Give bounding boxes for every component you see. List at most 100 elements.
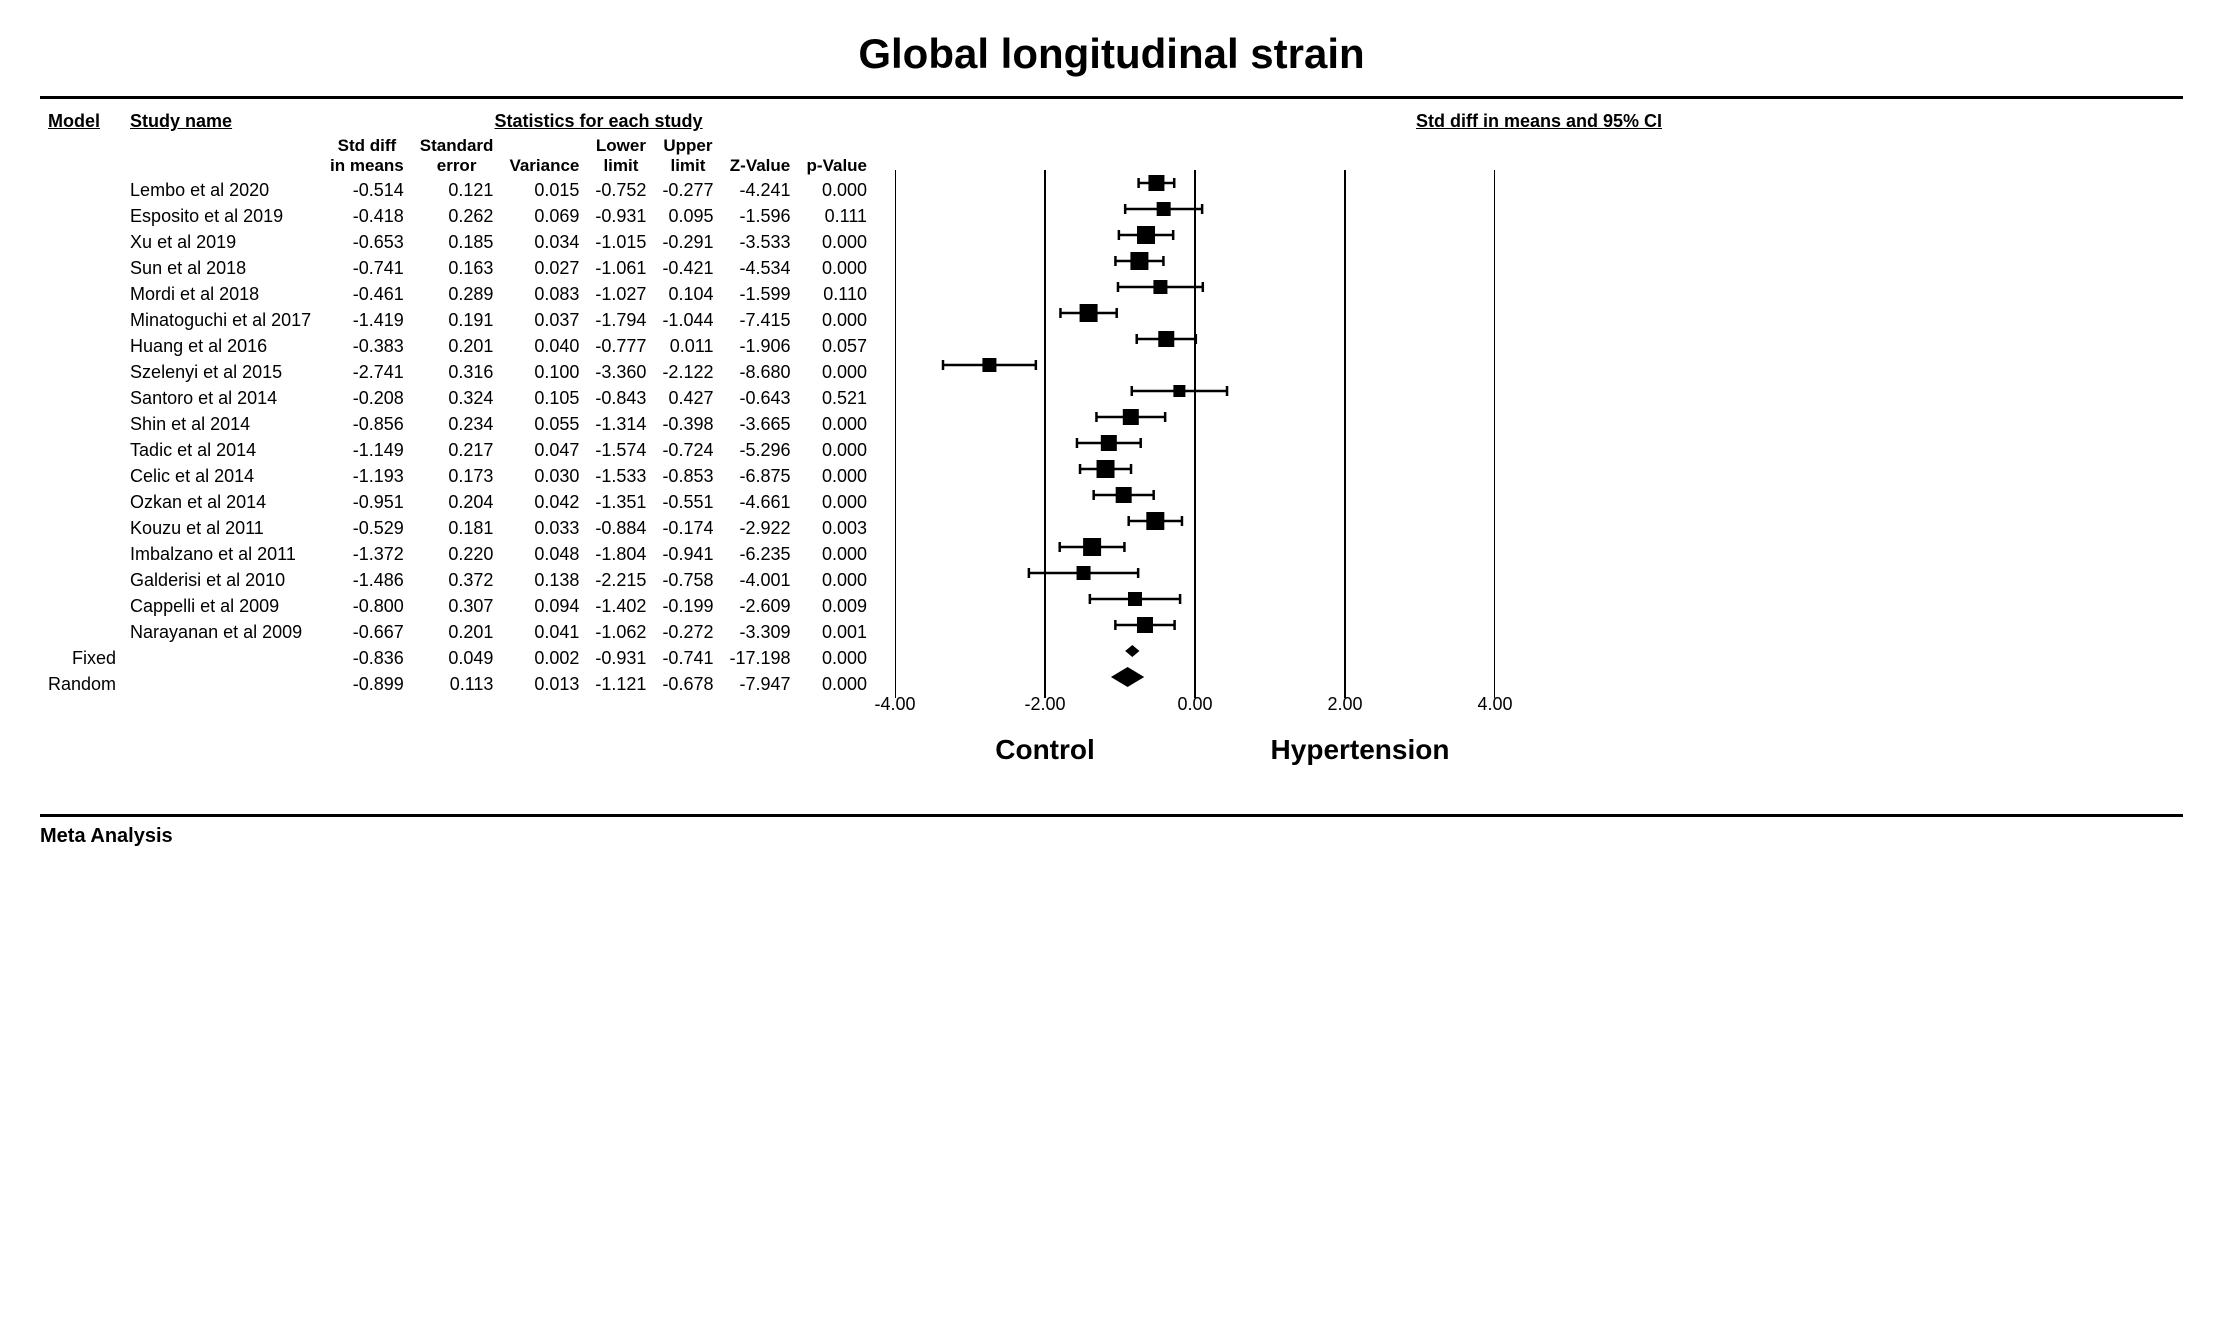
pvalue-cell: 0.009 — [799, 593, 875, 619]
model-cell — [40, 437, 122, 463]
forest-plot-section: Std diff in means and 95% CI -4.00-2.000… — [875, 109, 2183, 784]
model-cell: Fixed — [40, 645, 122, 671]
zvalue-cell: -7.415 — [721, 307, 798, 333]
std-err-cell: 0.316 — [412, 359, 502, 385]
study-cell: Huang et al 2016 — [122, 333, 322, 359]
model-cell — [40, 489, 122, 515]
study-cell: Lembo et al 2020 — [122, 177, 322, 203]
std-err-cell: 0.049 — [412, 645, 502, 671]
upper-cell: -0.277 — [654, 177, 721, 203]
pvalue-cell: 0.057 — [799, 333, 875, 359]
study-cell: Sun et al 2018 — [122, 255, 322, 281]
upper-cell: 0.095 — [654, 203, 721, 229]
lower-cell: -1.351 — [587, 489, 654, 515]
header-stats-group: Statistics for each study — [322, 109, 875, 134]
table-row: Narayanan et al 2009-0.6670.2010.041-1.0… — [40, 619, 875, 645]
variance-cell: 0.030 — [501, 463, 587, 489]
pvalue-cell: 0.000 — [799, 567, 875, 593]
zvalue-cell: -1.906 — [721, 333, 798, 359]
summary-diamond — [1111, 667, 1144, 687]
study-cell: Narayanan et al 2009 — [122, 619, 322, 645]
table-row: Kouzu et al 2011-0.5290.1810.033-0.884-0… — [40, 515, 875, 541]
model-cell — [40, 177, 122, 203]
header-lower: Lowerlimit — [587, 134, 654, 177]
study-cell: Minatoguchi et al 2017 — [122, 307, 322, 333]
std-err-cell: 0.262 — [412, 203, 502, 229]
std-err-cell: 0.372 — [412, 567, 502, 593]
std-diff-cell: -2.741 — [322, 359, 412, 385]
zvalue-cell: -2.609 — [721, 593, 798, 619]
upper-cell: -2.122 — [654, 359, 721, 385]
std-diff-cell: -0.418 — [322, 203, 412, 229]
std-diff-cell: -0.899 — [322, 671, 412, 697]
lower-cell: -0.777 — [587, 333, 654, 359]
table-row: Ozkan et al 2014-0.9510.2040.042-1.351-0… — [40, 489, 875, 515]
variance-cell: 0.138 — [501, 567, 587, 593]
std-diff-cell: -1.486 — [322, 567, 412, 593]
study-cell — [122, 671, 322, 697]
std-diff-cell: -0.741 — [322, 255, 412, 281]
header-upper: Upperlimit — [654, 134, 721, 177]
pvalue-cell: 0.001 — [799, 619, 875, 645]
std-err-cell: 0.173 — [412, 463, 502, 489]
lower-cell: -0.884 — [587, 515, 654, 541]
variance-cell: 0.015 — [501, 177, 587, 203]
header-variance: Variance — [501, 134, 587, 177]
upper-cell: -0.853 — [654, 463, 721, 489]
table-row: Tadic et al 2014-1.1490.2170.047-1.574-0… — [40, 437, 875, 463]
std-err-cell: 0.191 — [412, 307, 502, 333]
study-cell: Santoro et al 2014 — [122, 385, 322, 411]
header-study: Study name — [122, 109, 322, 134]
upper-cell: -0.291 — [654, 229, 721, 255]
std-diff-cell: -0.856 — [322, 411, 412, 437]
header-forest: Std diff in means and 95% CI — [895, 111, 2183, 132]
zvalue-cell: -2.922 — [721, 515, 798, 541]
pvalue-cell: 0.111 — [799, 203, 875, 229]
header-std-err: Standarderror — [412, 134, 502, 177]
variance-cell: 0.033 — [501, 515, 587, 541]
study-cell: Imbalzano et al 2011 — [122, 541, 322, 567]
std-diff-cell: -1.193 — [322, 463, 412, 489]
pvalue-cell: 0.000 — [799, 463, 875, 489]
lower-cell: -1.027 — [587, 281, 654, 307]
zvalue-cell: -7.947 — [721, 671, 798, 697]
std-err-cell: 0.324 — [412, 385, 502, 411]
zvalue-cell: -6.875 — [721, 463, 798, 489]
std-diff-cell: -0.836 — [322, 645, 412, 671]
study-cell — [122, 645, 322, 671]
study-cell: Kouzu et al 2011 — [122, 515, 322, 541]
table-row: Szelenyi et al 2015-2.7410.3160.100-3.36… — [40, 359, 875, 385]
axis-tick-label: -4.00 — [875, 694, 916, 715]
upper-cell: -0.421 — [654, 255, 721, 281]
axis-tick-label: 0.00 — [1177, 694, 1212, 715]
model-cell — [40, 411, 122, 437]
std-err-cell: 0.217 — [412, 437, 502, 463]
std-err-cell: 0.181 — [412, 515, 502, 541]
std-err-cell: 0.201 — [412, 619, 502, 645]
upper-cell: -0.724 — [654, 437, 721, 463]
upper-cell: -0.272 — [654, 619, 721, 645]
model-cell — [40, 281, 122, 307]
pvalue-cell: 0.521 — [799, 385, 875, 411]
model-cell — [40, 255, 122, 281]
zvalue-cell: -1.599 — [721, 281, 798, 307]
point-marker — [1153, 280, 1167, 294]
upper-cell: -0.758 — [654, 567, 721, 593]
point-marker — [1173, 385, 1185, 397]
model-cell — [40, 385, 122, 411]
point-marker — [1157, 202, 1171, 216]
upper-cell: -0.174 — [654, 515, 721, 541]
model-cell — [40, 307, 122, 333]
study-cell: Ozkan et al 2014 — [122, 489, 322, 515]
page-title: Global longitudinal strain — [40, 30, 2183, 78]
zvalue-cell: -1.596 — [721, 203, 798, 229]
header-std-diff: Std diffin means — [322, 134, 412, 177]
std-diff-cell: -0.800 — [322, 593, 412, 619]
variance-cell: 0.002 — [501, 645, 587, 671]
point-marker — [1123, 409, 1139, 425]
pvalue-cell: 0.000 — [799, 411, 875, 437]
forest-plot-area — [895, 170, 1495, 690]
model-cell — [40, 541, 122, 567]
std-diff-cell: -1.372 — [322, 541, 412, 567]
upper-cell: 0.427 — [654, 385, 721, 411]
